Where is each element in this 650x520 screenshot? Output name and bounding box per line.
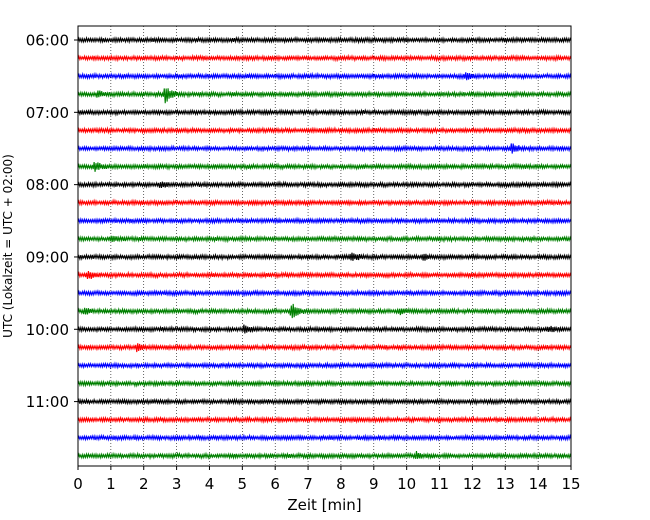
x-tick-label: 10 bbox=[397, 475, 416, 493]
y-tick-label: 10:00 bbox=[26, 321, 69, 339]
x-axis-ticks: 0 1 2 3 4 5 6 7 8 9 10 11 12 13 14 15 bbox=[73, 466, 581, 493]
y-tick-label: 08:00 bbox=[26, 176, 69, 194]
y-tick-label: 11:00 bbox=[26, 393, 69, 411]
trace-0615 bbox=[77, 53, 572, 63]
trace-1100 bbox=[77, 397, 572, 406]
trace-0930 bbox=[77, 288, 572, 298]
x-tick-label: 13 bbox=[496, 475, 515, 493]
trace-0845 bbox=[77, 234, 572, 244]
trace-0815 bbox=[77, 198, 572, 208]
trace-0630 bbox=[77, 71, 572, 81]
x-tick-label: 12 bbox=[463, 475, 482, 493]
x-tick-label: 2 bbox=[139, 475, 149, 493]
trace-0830 bbox=[77, 216, 572, 226]
x-tick-label: 6 bbox=[270, 475, 280, 493]
y-tick-label: 09:00 bbox=[26, 248, 69, 266]
trace-1145 bbox=[77, 451, 572, 461]
x-tick-label: 0 bbox=[73, 475, 83, 493]
x-tick-label: 3 bbox=[172, 475, 182, 493]
trace-0600 bbox=[77, 35, 572, 45]
y-tick-label: 06:00 bbox=[26, 32, 69, 50]
trace-0715 bbox=[77, 126, 572, 135]
y-axis-label: UTC (Lokalzeit = UTC + 02:00) bbox=[1, 154, 15, 338]
trace-0800 bbox=[77, 180, 572, 189]
trace-1115 bbox=[77, 415, 572, 424]
minute-gridlines bbox=[110, 26, 539, 466]
trace-0645 bbox=[77, 88, 572, 104]
trace-1000 bbox=[77, 324, 572, 334]
trace-0900 bbox=[77, 252, 572, 262]
x-tick-label: 9 bbox=[369, 475, 379, 493]
x-tick-label: 11 bbox=[430, 475, 449, 493]
x-tick-label: 15 bbox=[561, 475, 580, 493]
trace-1045 bbox=[77, 379, 572, 388]
plot-frame bbox=[77, 25, 572, 467]
x-axis-label: Zeit [min] bbox=[287, 496, 361, 514]
x-tick-label: 5 bbox=[238, 475, 248, 493]
seismic-traces bbox=[77, 35, 572, 461]
trace-0730 bbox=[77, 143, 572, 154]
trace-0915 bbox=[77, 270, 572, 280]
x-tick-label: 8 bbox=[336, 475, 346, 493]
x-tick-label: 1 bbox=[106, 475, 116, 493]
x-tick-label: 7 bbox=[303, 475, 313, 493]
trace-1015 bbox=[77, 342, 572, 353]
trace-0745 bbox=[77, 161, 572, 172]
x-tick-label: 14 bbox=[529, 475, 548, 493]
x-tick-label: 4 bbox=[205, 475, 215, 493]
trace-0945 bbox=[77, 303, 572, 319]
trace-1030 bbox=[77, 361, 572, 370]
trace-0700 bbox=[77, 107, 572, 117]
trace-1130 bbox=[77, 433, 572, 442]
y-axis-ticks: 06:00 07:00 08:00 09:00 10:00 11:00 bbox=[26, 32, 78, 411]
y-tick-label: 07:00 bbox=[26, 104, 69, 122]
